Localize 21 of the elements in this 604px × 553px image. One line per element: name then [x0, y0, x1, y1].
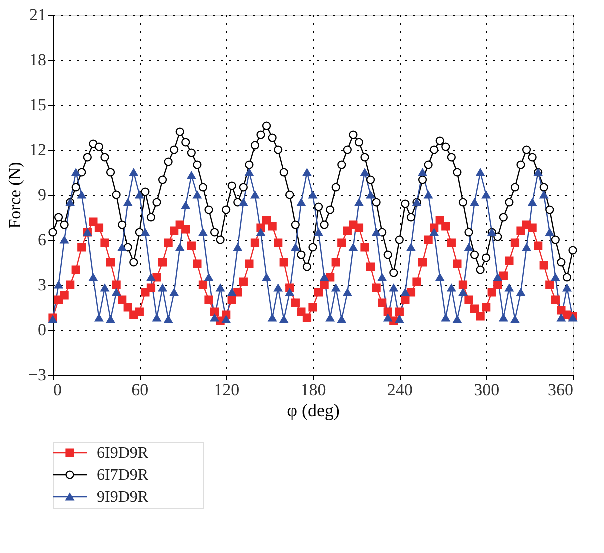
y-tick-label: 0: [38, 320, 46, 340]
y-tick-label: 9: [38, 186, 46, 204]
x-tick-label: 180: [300, 380, 326, 400]
y-tick-label: 21: [30, 6, 46, 24]
legend-label: 6I7D9R: [97, 467, 149, 484]
y-tick-label: 3: [38, 276, 46, 294]
y-tick-label: 12: [30, 140, 46, 160]
x-tick-label: 360: [548, 380, 574, 400]
y-tick-label: −3: [28, 366, 46, 384]
x-tick-label: 120: [214, 380, 240, 400]
x-tick-label: 0: [54, 380, 62, 400]
y-tick-label: 6: [38, 230, 46, 250]
x-tick-label: 240: [387, 380, 413, 400]
legend-label: 6I9D9R: [97, 445, 149, 462]
x-axis-title: φ (deg): [287, 400, 340, 420]
x-tick-label: 60: [132, 380, 149, 400]
y-tick-label: 15: [30, 96, 46, 114]
legend-label: 9I9D9R: [97, 489, 149, 506]
x-tick-label: 300: [474, 380, 500, 400]
y-tick-label: 18: [30, 50, 46, 70]
y-axis-title: Force (N): [5, 162, 24, 229]
